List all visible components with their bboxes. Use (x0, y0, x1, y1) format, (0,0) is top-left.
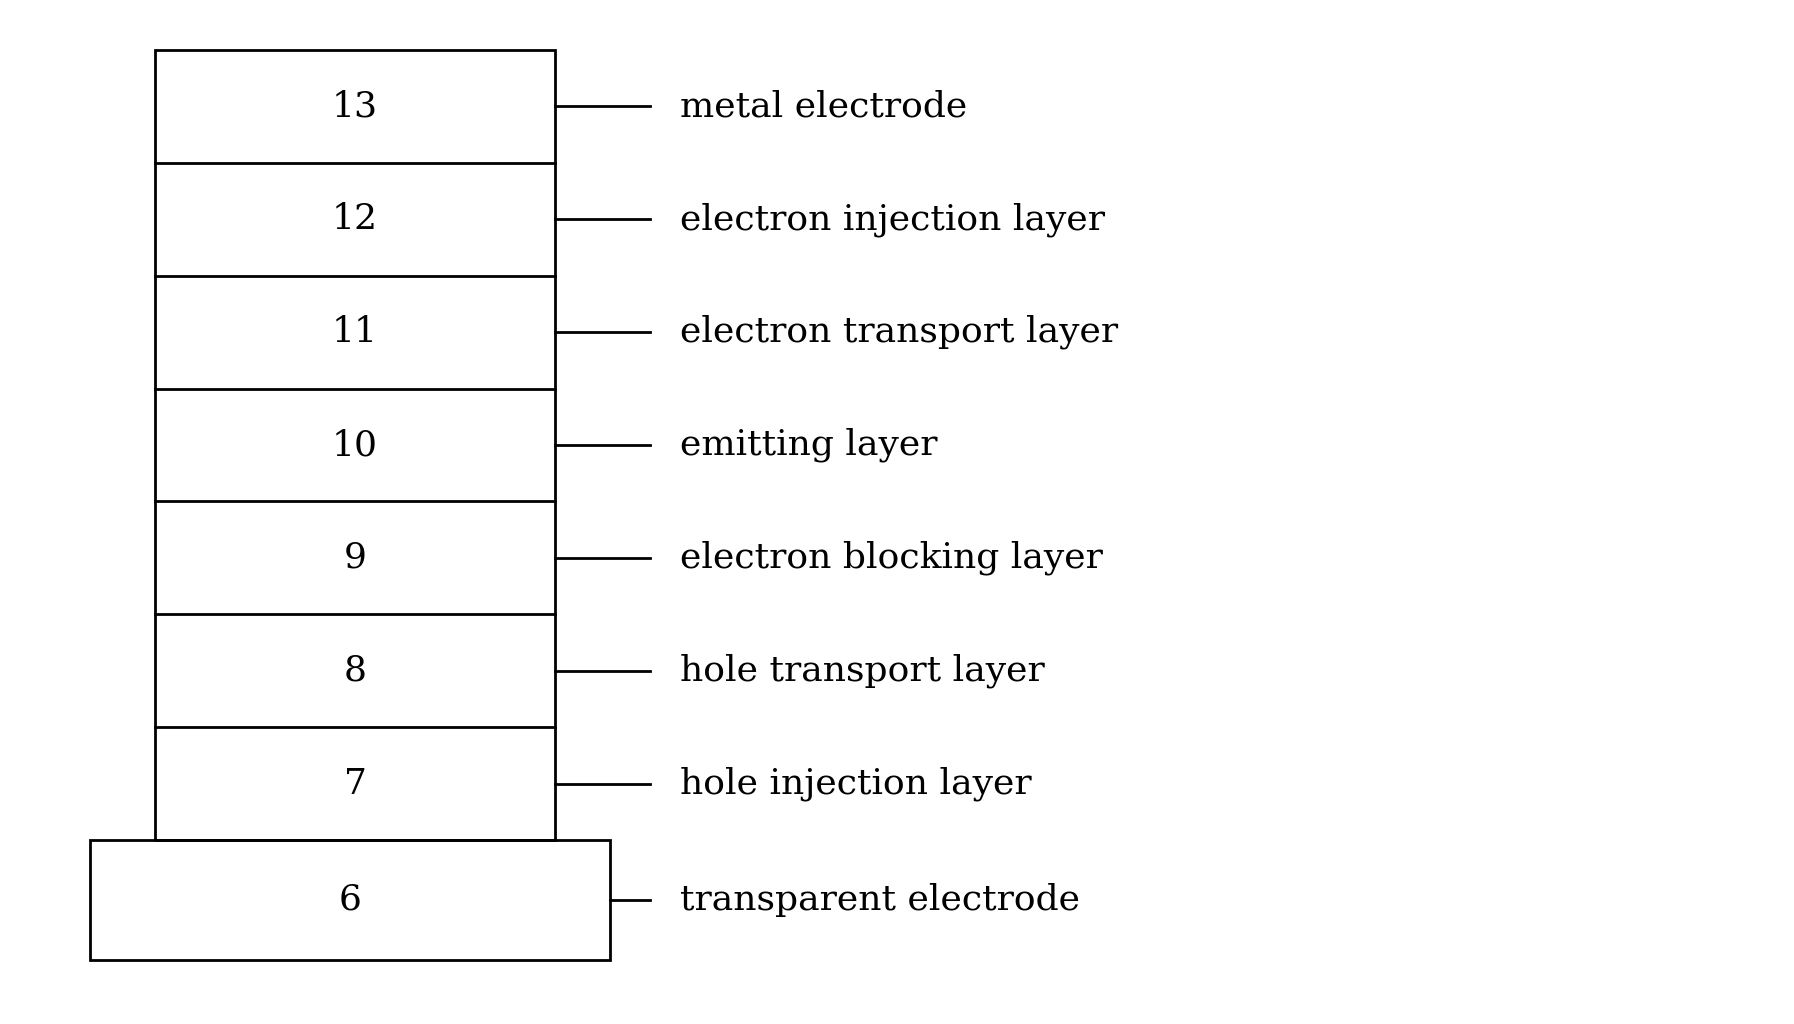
Text: hole transport layer: hole transport layer (680, 653, 1044, 688)
Text: 12: 12 (332, 203, 379, 237)
Bar (90, 840, 610, 961)
Text: 13: 13 (332, 89, 379, 124)
Text: 8: 8 (343, 653, 366, 688)
Text: 9: 9 (344, 541, 366, 574)
Text: 11: 11 (332, 315, 379, 349)
Text: 10: 10 (332, 428, 379, 462)
Text: emitting layer: emitting layer (680, 428, 938, 462)
Text: electron blocking layer: electron blocking layer (680, 541, 1103, 575)
Bar (154, 50, 554, 840)
Text: 6: 6 (339, 883, 361, 918)
Text: metal electrode: metal electrode (680, 89, 967, 124)
Text: electron transport layer: electron transport layer (680, 315, 1118, 349)
Text: hole injection layer: hole injection layer (680, 766, 1032, 801)
Text: 7: 7 (344, 767, 366, 801)
Text: electron injection layer: electron injection layer (680, 202, 1105, 237)
Text: transparent electrode: transparent electrode (680, 883, 1080, 918)
